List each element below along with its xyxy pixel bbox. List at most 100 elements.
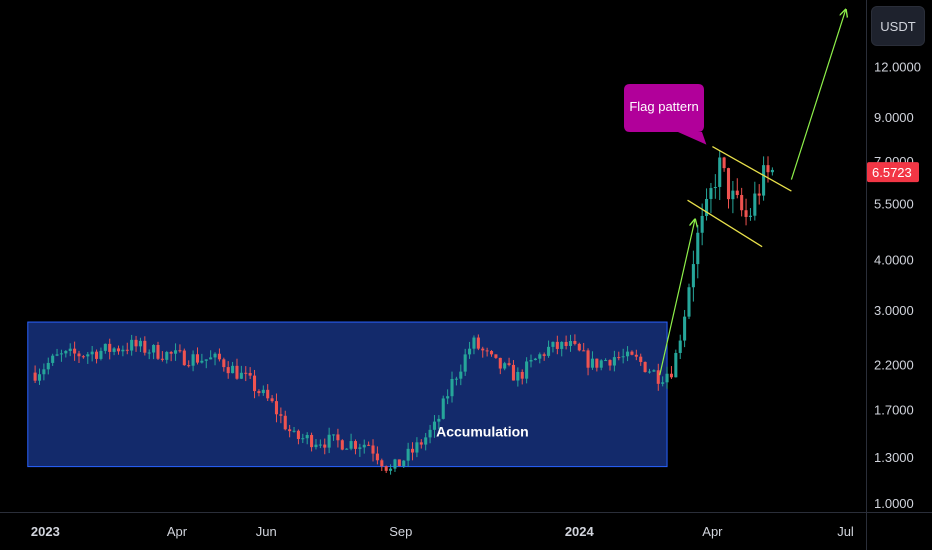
candles-layer (33, 150, 774, 475)
candle (288, 429, 292, 432)
candle (231, 365, 235, 374)
candle (152, 345, 156, 353)
candle (476, 337, 480, 349)
candle (33, 372, 37, 381)
candle (393, 459, 397, 469)
candle (674, 352, 678, 378)
candle (441, 398, 445, 419)
candle (371, 445, 375, 454)
candle (103, 343, 107, 351)
candle (454, 378, 458, 380)
candle (59, 353, 63, 355)
price-tick-label: 1.0000 (874, 496, 914, 511)
candle (384, 466, 388, 471)
candle (314, 444, 318, 448)
candle (503, 363, 507, 369)
candle (762, 165, 766, 196)
time-tick-label: Jun (256, 524, 277, 539)
candle (626, 351, 630, 357)
candle (437, 418, 441, 422)
candle (489, 350, 494, 355)
candle (621, 356, 625, 358)
time-tick-label: Apr (167, 524, 188, 539)
candle (296, 430, 300, 439)
candle (595, 358, 599, 368)
price-tick-label: 1.7000 (874, 403, 914, 418)
flag-callout-label: Flag pattern (629, 99, 698, 114)
candle (323, 444, 327, 448)
candle (612, 357, 616, 366)
time-tick-label: Sep (389, 524, 412, 539)
candle (42, 369, 46, 375)
candle (481, 348, 485, 351)
candle (99, 350, 103, 359)
candle (533, 358, 537, 361)
candle (687, 287, 691, 317)
price-tick-label: 3.0000 (874, 303, 914, 318)
last-price-label: 6.5723 (872, 165, 912, 180)
candle (121, 349, 125, 352)
candle (68, 348, 72, 351)
candle (169, 352, 173, 354)
candle (204, 359, 208, 361)
candle (586, 350, 590, 368)
candle (560, 341, 564, 349)
candle (64, 350, 68, 354)
candle (740, 195, 744, 211)
candle (691, 264, 695, 288)
candle (402, 460, 406, 467)
candle (305, 434, 309, 439)
candle (239, 372, 243, 379)
candle (187, 365, 191, 367)
candle (178, 350, 182, 352)
candle (722, 157, 726, 169)
accumulation-label: Accumulation (436, 423, 529, 439)
candle (709, 188, 713, 199)
candle (375, 453, 379, 461)
time-tick-label: 2024 (565, 524, 595, 539)
candle (112, 348, 116, 352)
flag-upper-line[interactable] (712, 146, 792, 192)
candle (713, 186, 717, 189)
trend-arrow-1[interactable] (659, 220, 695, 376)
flag-lower-line[interactable] (687, 199, 763, 248)
candle (248, 373, 252, 376)
candle (538, 354, 542, 359)
last-price-badge (867, 162, 919, 183)
candle (279, 414, 283, 416)
candle (551, 341, 555, 347)
time-tick-label: Apr (702, 524, 723, 539)
candle (700, 215, 704, 233)
candle (511, 364, 515, 381)
candle (617, 357, 621, 359)
candle (542, 354, 546, 356)
trend-arrow-2[interactable] (790, 10, 845, 180)
price-tick-label: 4.0000 (874, 252, 914, 267)
candle (748, 215, 752, 217)
candle (419, 442, 423, 445)
candle (46, 362, 50, 370)
candle (753, 193, 757, 216)
candle (428, 429, 432, 438)
candle (200, 360, 204, 363)
candle (165, 352, 169, 360)
price-tick-label: 12.0000 (874, 59, 921, 74)
candle (380, 460, 384, 467)
candle (77, 353, 81, 357)
candle (349, 441, 353, 449)
candle (634, 354, 638, 357)
candle (573, 340, 577, 344)
candle (424, 437, 428, 445)
candle (498, 357, 502, 369)
candle (108, 343, 112, 352)
flag-callout[interactable] (624, 84, 707, 145)
candle (156, 345, 160, 359)
candle (336, 434, 340, 441)
candle (705, 198, 709, 216)
currency-button[interactable]: USDT (871, 6, 925, 46)
candle (459, 371, 463, 379)
candle (138, 340, 142, 347)
candle (213, 353, 217, 358)
price-tick-label: 2.2000 (874, 357, 914, 372)
